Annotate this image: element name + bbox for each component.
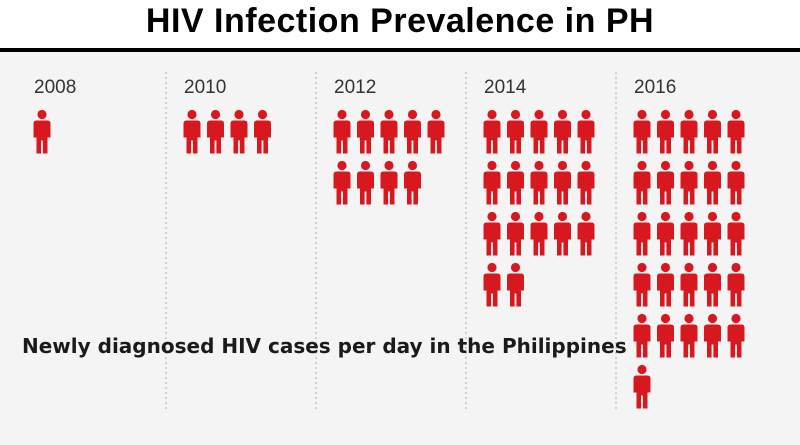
person-icon: [680, 211, 698, 256]
title-band: HIV Infection Prevalence in PH: [0, 0, 800, 50]
person-icon: [530, 160, 548, 205]
person-icon: [507, 211, 524, 256]
person-icon: [33, 109, 51, 154]
person-icon: [357, 160, 374, 205]
person-icon: [633, 364, 651, 409]
person-icon: [727, 313, 745, 358]
person-icon: [230, 109, 248, 154]
person-icon: [530, 211, 548, 256]
page-title: HIV Infection Prevalence in PH: [145, 2, 655, 40]
person-icon: [357, 109, 374, 154]
person-icon: [727, 160, 745, 205]
person-icon: [507, 262, 524, 307]
person-icon: [577, 160, 595, 205]
person-icon: [183, 109, 201, 154]
person-icon: [554, 160, 571, 205]
year-column-2014: 2014: [483, 77, 595, 307]
person-icon: [333, 160, 351, 205]
year-column-2010: 2010: [183, 77, 271, 154]
person-icon: [483, 211, 501, 256]
year-label: 2016: [634, 77, 676, 98]
person-icon: [507, 160, 524, 205]
person-icon: [633, 211, 651, 256]
person-icon: [657, 211, 674, 256]
person-icon: [680, 313, 698, 358]
person-icon: [427, 109, 445, 154]
person-icon: [507, 109, 524, 154]
person-icon: [554, 109, 571, 154]
person-icon: [657, 313, 674, 358]
person-icon: [704, 160, 721, 205]
year-column-2016: 2016: [633, 77, 745, 409]
person-icon: [483, 160, 501, 205]
person-icon: [577, 211, 595, 256]
year-label: 2012: [334, 77, 376, 98]
person-icon: [680, 160, 698, 205]
person-icon: [657, 262, 674, 307]
year-label: 2010: [184, 77, 226, 98]
person-icon: [404, 109, 421, 154]
person-icon: [680, 109, 698, 154]
person-icon: [704, 109, 721, 154]
person-icon: [657, 109, 674, 154]
person-icon: [577, 109, 595, 154]
person-icon: [704, 262, 721, 307]
chart-subtitle: Newly diagnosed HIV cases per day in the…: [22, 334, 627, 358]
person-icon: [633, 160, 651, 205]
person-icon: [633, 262, 651, 307]
person-icon: [380, 160, 398, 205]
person-icon: [380, 109, 398, 154]
person-icon: [727, 211, 745, 256]
person-icon: [727, 262, 745, 307]
person-icon: [404, 160, 421, 205]
title-underline: [0, 48, 800, 52]
person-icon: [633, 109, 651, 154]
year-column-2012: 2012: [333, 77, 445, 205]
person-icon: [254, 109, 271, 154]
person-icon: [530, 109, 548, 154]
person-icon: [704, 211, 721, 256]
person-icon: [333, 109, 351, 154]
person-icon: [483, 109, 501, 154]
person-icon: [704, 313, 721, 358]
person-icon: [657, 160, 674, 205]
year-label: 2014: [484, 77, 527, 98]
person-icon: [633, 313, 651, 358]
person-icon: [207, 109, 224, 154]
person-icon: [680, 262, 698, 307]
year-label: 2008: [34, 77, 76, 98]
person-icon: [554, 211, 571, 256]
year-column-2008: 2008: [33, 77, 76, 154]
person-icon: [483, 262, 501, 307]
person-icon: [727, 109, 745, 154]
